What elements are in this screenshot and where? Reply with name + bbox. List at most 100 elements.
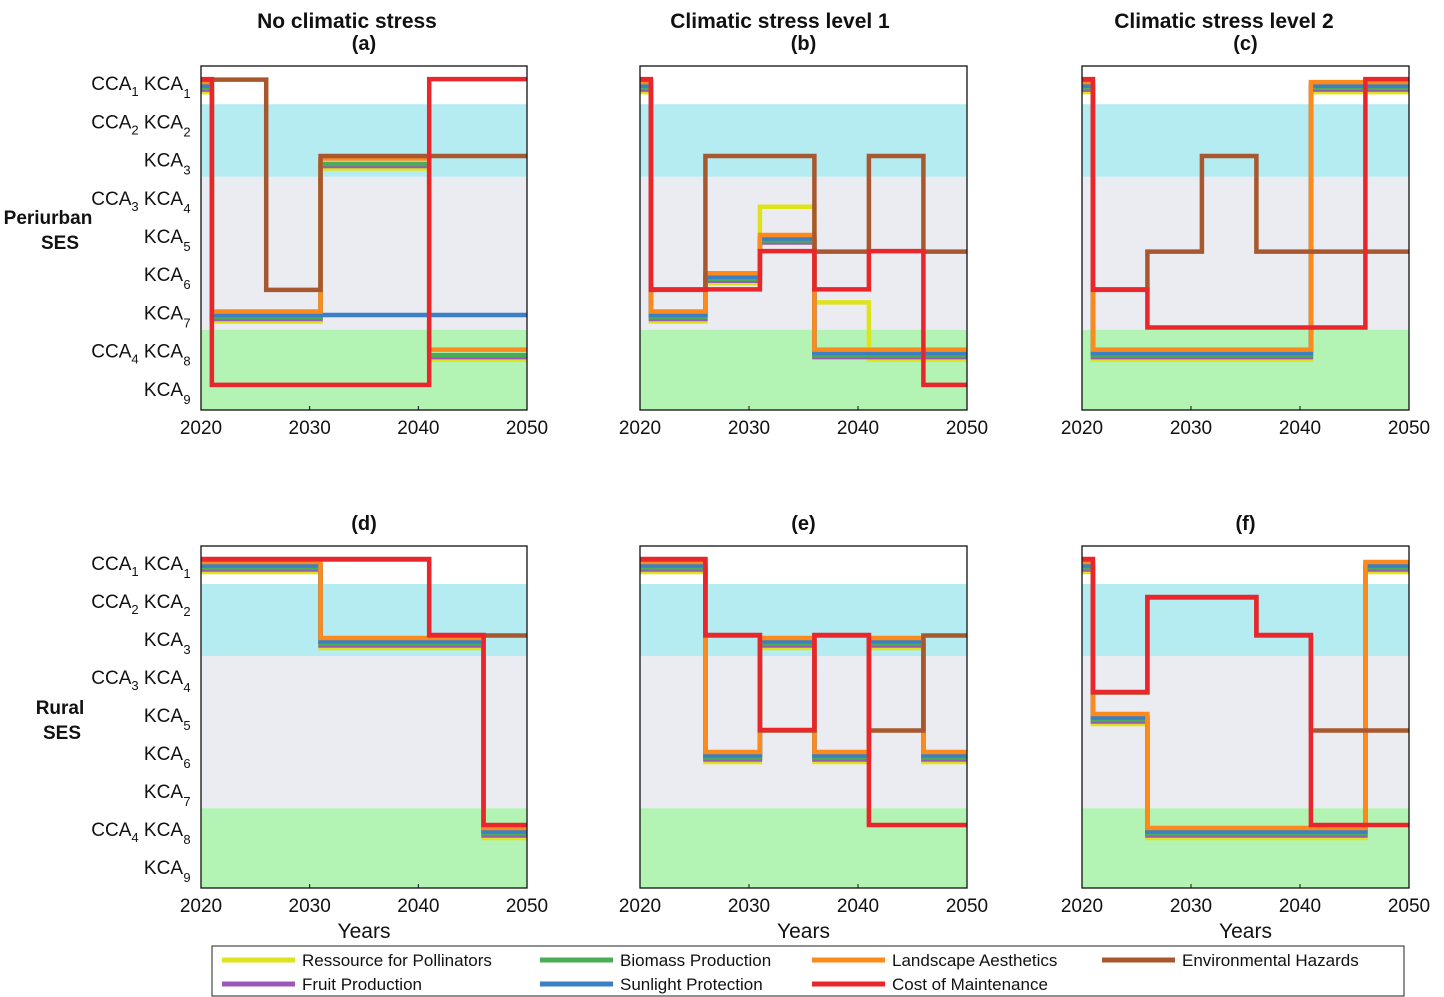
y-tick-label: CCA1 KCA xyxy=(91,74,183,99)
band-2 xyxy=(201,656,527,809)
y-tick-sub: 7 xyxy=(183,794,190,809)
row-label-periurban-1: Periurban xyxy=(4,208,93,229)
panel-letter: (b) xyxy=(791,33,817,55)
panel-b: (b) 2020 2030 2040 2050 xyxy=(619,33,988,439)
y-tick-label: CCA4 KCA xyxy=(91,820,183,845)
y-tick-sub: 8 xyxy=(183,354,190,369)
panel-c: (c) 2020 2030 2040 2050 xyxy=(1061,33,1430,439)
legend-label-aesthetics: Landscape Aesthetics xyxy=(892,951,1057,970)
y-tick-label: KCA xyxy=(144,744,183,765)
x-tick-label: 2020 xyxy=(1061,418,1103,439)
legend-label-fruit: Fruit Production xyxy=(302,975,422,994)
panel-letter: (c) xyxy=(1233,33,1257,55)
y-tick-sub: 8 xyxy=(183,832,190,847)
series-ressource-for-pollinators xyxy=(201,569,527,841)
panel-letter: (a) xyxy=(352,33,376,55)
y-tick-label: CCA3 KCA xyxy=(91,668,183,693)
y-tick-label: KCA xyxy=(144,706,183,727)
legend-label-hazards: Environmental Hazards xyxy=(1182,951,1359,970)
x-tick-label: 2030 xyxy=(1170,418,1212,439)
x-axis-label: Years xyxy=(1219,920,1272,943)
row-label-rural-1: Rural xyxy=(36,698,85,719)
x-tick-label: 2030 xyxy=(1170,896,1212,917)
band-3 xyxy=(201,808,527,888)
series-cost-of-maintenance xyxy=(640,76,967,388)
y-tick-label: CCA2 KCA xyxy=(91,592,183,617)
band-0 xyxy=(1082,546,1409,584)
band-3 xyxy=(201,329,527,410)
y-tick-label: KCA xyxy=(144,303,183,324)
axes-frame xyxy=(639,65,968,411)
x-tick-label: 2020 xyxy=(1061,896,1103,917)
x-tick-label: 2040 xyxy=(837,418,879,439)
column-title-2: Climatic stress level 1 xyxy=(670,10,890,33)
x-tick-label: 2030 xyxy=(289,418,331,439)
y-tick-sub: 4 xyxy=(183,680,190,695)
series-cost-of-maintenance xyxy=(1082,76,1409,330)
y-tick-label: CCA4 KCA xyxy=(91,342,183,367)
row-label-rural-2: SES xyxy=(43,723,81,744)
y-tick-sub: 5 xyxy=(183,718,190,733)
row-label-periurban-2: SES xyxy=(41,233,79,254)
series-cost-of-maintenance xyxy=(640,556,967,828)
x-tick-label: 2050 xyxy=(946,896,988,917)
x-tick-label: 2030 xyxy=(728,896,770,917)
x-axis-label: Years xyxy=(777,920,830,943)
series-cost-of-maintenance xyxy=(201,76,527,388)
x-tick-label: 2020 xyxy=(180,896,222,917)
y-tick-label: KCA xyxy=(144,782,183,803)
series-cost-of-maintenance xyxy=(1082,556,1409,828)
y-tick-label: CCA3 KCA xyxy=(91,189,183,214)
y-tick-label: KCA xyxy=(144,858,183,879)
x-tick-label: 2030 xyxy=(289,896,331,917)
x-tick-label: 2040 xyxy=(1279,896,1321,917)
y-tick-label: CCA2 KCA xyxy=(91,112,183,137)
panel-e: (e) 2020 2030 2040 2050 Years xyxy=(619,513,988,943)
band-1 xyxy=(1082,104,1409,177)
axes-frame xyxy=(1081,545,1410,889)
x-tick-label: 2030 xyxy=(728,418,770,439)
y-tick-sub: 3 xyxy=(183,163,190,178)
x-tick-label: 2040 xyxy=(397,418,439,439)
y-tick-label: KCA xyxy=(144,265,183,286)
y-tick-sub: 9 xyxy=(183,392,190,407)
legend: Ressource for Pollinators Biomass Produc… xyxy=(211,945,1405,997)
legend-box xyxy=(211,945,1405,997)
y-tick-sub: 7 xyxy=(183,315,190,330)
y-tick-sub: 6 xyxy=(183,277,190,292)
legend-label-maintenance: Cost of Maintenance xyxy=(892,975,1048,994)
band-3 xyxy=(1082,808,1409,888)
y-tick-label: KCA xyxy=(144,227,183,248)
x-tick-label: 2050 xyxy=(1388,896,1430,917)
series-sunlight-protection xyxy=(201,563,527,834)
series-cost-of-maintenance xyxy=(201,556,527,828)
x-tick-label: 2050 xyxy=(506,896,548,917)
x-tick-label: 2040 xyxy=(1279,418,1321,439)
x-tick-label: 2020 xyxy=(180,418,222,439)
y-tick-label: KCA xyxy=(144,630,183,651)
column-title-1: No climatic stress xyxy=(257,10,437,33)
x-tick-label: 2050 xyxy=(506,418,548,439)
band-2 xyxy=(201,176,527,330)
band-3 xyxy=(640,329,967,410)
series-environmental-hazards xyxy=(201,77,527,293)
y-tick-sub: 3 xyxy=(183,642,190,657)
x-tick-label: 2040 xyxy=(397,896,439,917)
x-tick-label: 2050 xyxy=(1388,418,1430,439)
y-tick-sub: 1 xyxy=(183,566,190,581)
axes-frame xyxy=(200,545,528,889)
column-title-3: Climatic stress level 2 xyxy=(1114,10,1333,33)
y-tick-sub: 2 xyxy=(183,604,190,619)
y-tick-sub: 2 xyxy=(183,124,190,139)
panel-f: (f) 2020 2030 2040 2050 Years xyxy=(1061,513,1430,943)
band-3 xyxy=(1082,329,1409,410)
x-axis-label: Years xyxy=(338,920,391,943)
y-tick-label: KCA xyxy=(144,380,183,401)
legend-label-biomass: Biomass Production xyxy=(620,951,771,970)
x-tick-label: 2020 xyxy=(619,896,661,917)
x-tick-label: 2020 xyxy=(619,418,661,439)
